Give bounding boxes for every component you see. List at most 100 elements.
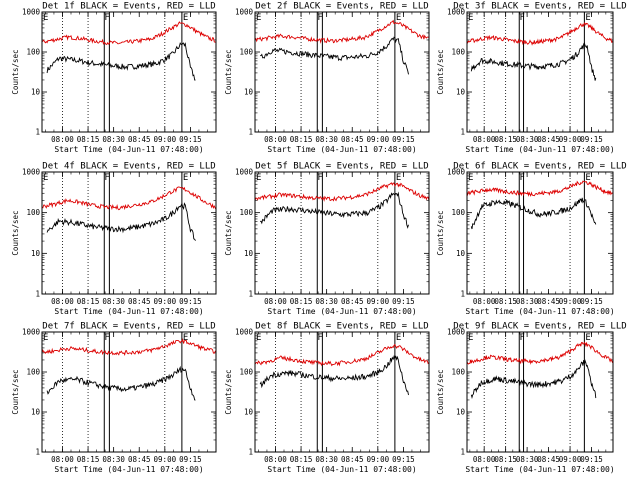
- x-tick-label: 09:15: [580, 297, 603, 306]
- y-axis-label: Counts/sec: [11, 49, 20, 94]
- marker-annotation: E: [183, 13, 188, 23]
- y-tick-label: 1: [460, 448, 465, 457]
- series-events-line: [470, 197, 597, 230]
- x-tick-label: 08:30: [516, 297, 539, 306]
- y-tick-label: 100: [451, 208, 465, 217]
- series-events-line: [46, 365, 196, 401]
- marker-annotation: E: [183, 173, 188, 183]
- y-tick-label: 10: [31, 249, 41, 258]
- series-lld-line: [466, 341, 614, 365]
- x-tick-label: 08:45: [537, 297, 560, 306]
- y-tick-label: 100: [239, 368, 253, 377]
- detector-panel-5: Det 5f BLACK = Events, RED = LLD 1 10 100 10…: [224, 162, 430, 316]
- series-lld-line: [254, 19, 430, 44]
- x-axis-label: Start Time (04-Jun-11 07:48:00): [54, 465, 203, 474]
- x-tick-label: 08:15: [494, 455, 517, 464]
- x-tick-label: 09:00: [559, 135, 582, 144]
- marker-annotation: E: [256, 333, 261, 343]
- x-tick-label: 08:00: [51, 455, 74, 464]
- series-events-line: [46, 42, 196, 81]
- y-axis-label: Counts/sec: [224, 369, 233, 414]
- marker-annotation: F: [520, 333, 525, 343]
- x-tick-label: 08:30: [516, 455, 539, 464]
- y-axis-label: Counts/sec: [224, 49, 233, 94]
- x-tick-label: 08:45: [341, 297, 364, 306]
- x-tick-label: 08:30: [315, 297, 338, 306]
- x-axis-label: Start Time (04-Jun-11 07:48:00): [465, 145, 614, 154]
- plot-frame: [466, 171, 614, 295]
- series-events-line: [46, 202, 196, 241]
- series-events-line: [259, 355, 409, 396]
- series-lld-line: [466, 180, 614, 197]
- series-lld-line: [254, 182, 430, 202]
- marker-annotation: F: [317, 333, 322, 343]
- marker-annotation: F: [104, 13, 109, 23]
- marker-annotation: F: [317, 173, 322, 183]
- x-tick-label: 08:45: [537, 135, 560, 144]
- panel-title: Det 6f BLACK = Events, RED = LLD: [453, 162, 626, 172]
- x-tick-label: 08:00: [264, 135, 287, 144]
- marker-annotation: E: [256, 173, 261, 183]
- y-axis-label: Counts/sec: [436, 369, 445, 414]
- marker-annotation: E: [256, 13, 261, 23]
- detector-panel-8: Det 8f BLACK = Events, RED = LLD 1 10 100 10…: [224, 322, 430, 474]
- x-tick-label: 08:15: [77, 455, 100, 464]
- x-tick-label: 08:45: [128, 455, 151, 464]
- y-tick-label: 100: [451, 48, 465, 57]
- y-tick-label: 1: [248, 448, 253, 457]
- y-tick-label: 10: [244, 408, 254, 417]
- marker-annotation: F: [317, 13, 322, 23]
- y-axis-label: Counts/sec: [224, 210, 233, 255]
- x-tick-label: 09:15: [179, 455, 202, 464]
- y-tick-label: 10: [456, 249, 466, 258]
- y-tick-label: 1: [248, 128, 253, 137]
- detector-panel-9: Det 9f BLACK = Events, RED = LLD 1 10 100 10…: [436, 322, 627, 475]
- x-tick-label: 09:15: [580, 455, 603, 464]
- series-events-line: [259, 191, 409, 229]
- plot-frame: [254, 171, 430, 295]
- y-tick-label: 1: [460, 290, 465, 299]
- x-tick-label: 09:00: [367, 135, 390, 144]
- detector-panel-2: Det 2f BLACK = Events, RED = LLD 1 10 100 10…: [224, 2, 430, 154]
- x-tick-label: 09:00: [154, 135, 177, 144]
- x-axis-label: Start Time (04-Jun-11 07:48:00): [267, 307, 416, 316]
- y-tick-label: 1: [35, 448, 40, 457]
- x-axis-label: Start Time (04-Jun-11 07:48:00): [465, 307, 614, 316]
- x-tick-label: 08:00: [51, 297, 74, 306]
- series-events-line: [260, 36, 409, 75]
- marker-annotation: E: [43, 173, 48, 183]
- detector-panel-7: Det 7f BLACK = Events, RED = LLD 1 10 100 10…: [11, 322, 217, 474]
- x-tick-label: 08:15: [290, 297, 313, 306]
- plot-frame: [41, 171, 217, 295]
- plot-frame: [466, 11, 614, 133]
- x-tick-label: 08:00: [51, 135, 74, 144]
- marker-annotation: E: [43, 13, 48, 23]
- x-tick-label: 09:15: [392, 135, 415, 144]
- plot-frame: [41, 331, 217, 453]
- marker-annotation: E: [396, 173, 401, 183]
- y-tick-label: 100: [239, 208, 253, 217]
- series-lld-line: [466, 22, 614, 46]
- x-tick-label: 08:30: [102, 297, 125, 306]
- marker-annotation: E: [183, 333, 188, 343]
- y-tick-label: 1000: [22, 168, 41, 177]
- y-tick-label: 100: [451, 368, 465, 377]
- y-tick-label: 10: [31, 408, 41, 417]
- x-tick-label: 09:00: [367, 455, 390, 464]
- x-tick-label: 08:30: [315, 455, 338, 464]
- x-tick-label: 08:00: [473, 297, 496, 306]
- series-lld-line: [254, 343, 430, 367]
- y-tick-label: 1000: [235, 328, 254, 337]
- panel-title: Det 1f BLACK = Events, RED = LLD: [42, 2, 215, 12]
- y-tick-label: 10: [31, 88, 41, 97]
- y-tick-label: 10: [456, 88, 466, 97]
- y-tick-label: 1000: [22, 8, 41, 17]
- x-tick-label: 08:00: [473, 135, 496, 144]
- marker-annotation: E: [585, 333, 590, 343]
- y-axis-label: Counts/sec: [436, 49, 445, 94]
- y-tick-label: 1: [35, 128, 40, 137]
- plot-frame: [466, 331, 614, 453]
- series-lld-line: [41, 186, 217, 211]
- x-tick-label: 08:15: [494, 135, 517, 144]
